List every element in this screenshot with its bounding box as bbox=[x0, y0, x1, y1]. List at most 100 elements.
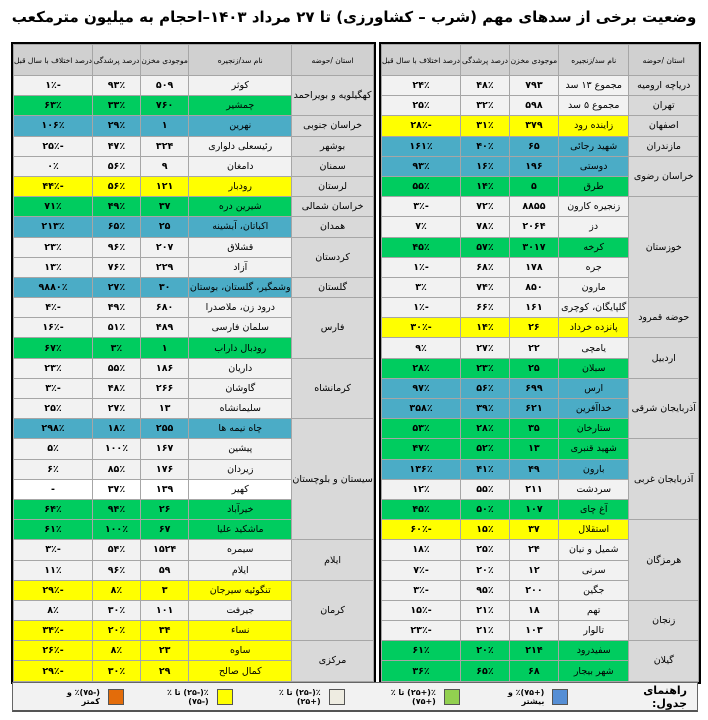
fill-percent-cell: ۶۸٪ bbox=[460, 256, 510, 278]
volume-cell: ۱۲ bbox=[508, 559, 559, 581]
dam-name-cell: پیشین bbox=[188, 438, 293, 460]
volume-cell: ۵ bbox=[508, 175, 559, 198]
column-header: استان /حوضه bbox=[628, 44, 699, 76]
fill-percent-cell: ۵۵٪ bbox=[460, 478, 510, 500]
dam-name-cell: استقلال bbox=[557, 519, 630, 541]
table-row: تالوار ۱۰۳ ۲۱٪ -۲۳٪ bbox=[381, 620, 699, 642]
volume-cell: ۲۶۶ bbox=[139, 377, 190, 400]
table-row: مارون ۸۵۰ ۷۴٪ ۳٪ bbox=[381, 276, 699, 299]
volume-cell: ۱ bbox=[139, 337, 190, 359]
diff-percent-cell: ۱۳۶٪ bbox=[381, 458, 462, 480]
volume-cell: ۱۵۲۴ bbox=[139, 539, 190, 561]
fill-percent-cell: ۵۴٪ bbox=[92, 539, 141, 561]
fill-percent-cell: ۲۷٪ bbox=[92, 276, 141, 299]
column-header: استان /حوضه bbox=[291, 44, 375, 76]
fill-percent-cell: ۱۸٪ bbox=[92, 418, 141, 440]
diff-percent-cell: -۲۵٪ bbox=[13, 135, 93, 157]
legend-item: ٪(+۲۵) تا ٪(+۷۵) bbox=[371, 688, 460, 706]
diff-percent-cell: ۲۹۸٪ bbox=[13, 418, 93, 440]
dam-name-cell: شهید قنبری bbox=[557, 438, 630, 460]
dam-name-cell: ماشکید علیا bbox=[188, 519, 293, 541]
dam-name-cell: بارون bbox=[557, 458, 630, 480]
legend-title: راهنمای جدول: bbox=[643, 683, 687, 710]
fill-percent-cell: ۹۵٪ bbox=[460, 579, 510, 601]
dam-name-cell: شمیل و نیان bbox=[557, 539, 630, 561]
legend-label: ٪(-۲۵) تا ٪(-۷۵) bbox=[166, 687, 209, 706]
dam-name-cell: مارون bbox=[557, 276, 630, 299]
volume-cell: ۲۱۱ bbox=[508, 478, 559, 500]
table-row: دز ۲۰۶۴ ۷۸٪ ۷٪ bbox=[381, 216, 699, 238]
volume-cell: ۱۰۱ bbox=[139, 599, 190, 622]
diff-percent-cell: -۶۰٪ bbox=[381, 519, 462, 541]
diff-percent-cell: -۲۹٪ bbox=[13, 660, 93, 682]
volume-cell: ۶۸ bbox=[508, 660, 559, 682]
volume-cell: ۲۴ bbox=[508, 539, 559, 561]
diff-percent-cell: ۹۸۸۰٪ bbox=[13, 276, 93, 299]
dam-name-cell: سلیمانشاه bbox=[188, 397, 293, 420]
table-row: خراسان رضوی دوستی ۱۹۶ ۱۶٪ ۹۳٪ bbox=[381, 155, 699, 198]
province-cell: زنجان bbox=[628, 599, 699, 642]
dam-name-cell: زاینده رود bbox=[557, 115, 630, 137]
legend: راهنمای جدول: (+۷۵)٪ و بیشتر ٪(+۲۵) تا ٪(… bbox=[12, 682, 698, 712]
volume-cell: ۵۹۸ bbox=[508, 95, 559, 117]
dam-name-cell: پانزده خرداد bbox=[557, 317, 630, 339]
dam-name-cell: سفیدرود bbox=[557, 640, 630, 662]
volume-cell: ۱۹۶ bbox=[508, 155, 559, 177]
fill-percent-cell: ۵۲٪ bbox=[460, 438, 510, 460]
volume-cell: ۱ bbox=[139, 115, 190, 137]
province-cell: خراسان شمالی bbox=[291, 196, 375, 218]
dam-name-cell: آزاد bbox=[188, 256, 293, 278]
header-row: استان /حوضه نام سد/زنجیره موجودی مخزن درصد … bbox=[381, 44, 699, 76]
fill-percent-cell: ۴۰٪ bbox=[460, 135, 510, 157]
table-row: بوشهر رئیسعلی دلواری ۳۲۴ ۴۷٪ -۲۵٪ bbox=[13, 135, 375, 157]
table-row: چمشیر ۷۶۰ ۳۳٪ ۶۳٪ bbox=[13, 95, 374, 117]
dam-name-cell: داریان bbox=[188, 357, 293, 379]
province-cell: کرمانشاه bbox=[291, 357, 375, 420]
legend-label: ٪(-۲۵) تا ٪(+۲۵) bbox=[278, 687, 321, 706]
table-row: خوزستان زنجیره کارون ۸۸۵۵ ۷۲٪ -۳٪ bbox=[381, 196, 699, 299]
table-row: تهران مجموع ۵ سد ۵۹۸ ۳۲٪ ۲۵٪ bbox=[381, 95, 699, 117]
table-row: گلستان وشمگیر، گلستان، بوستان ۳۰ ۲۷٪ ۹۸۸۰٪ bbox=[13, 276, 375, 299]
province-cell: هرمزگان bbox=[628, 519, 699, 601]
province-cell: کرمان bbox=[291, 579, 375, 642]
diff-percent-cell: -۳٪ bbox=[381, 196, 462, 218]
legend-swatch bbox=[216, 688, 233, 705]
dam-name-cell: تهم bbox=[557, 599, 630, 622]
dam-name-cell: وشمگیر، گلستان، بوستان bbox=[188, 276, 293, 299]
fill-percent-cell: ۴۱٪ bbox=[460, 458, 510, 480]
dam-tables: استان /حوضه نام سد/زنجیره موجودی مخزن درصد … bbox=[11, 42, 701, 684]
dam-name-cell: ارس bbox=[557, 377, 630, 400]
diff-percent-cell: ۶۴٪ bbox=[13, 498, 93, 521]
fill-percent-cell: ۸٪ bbox=[92, 640, 141, 662]
dam-name-cell: سرنی bbox=[557, 559, 630, 581]
dam-name-cell: سیمره bbox=[188, 539, 293, 561]
volume-cell: ۲۰۷ bbox=[139, 236, 190, 258]
volume-cell: ۸۵۰ bbox=[508, 276, 559, 299]
fill-percent-cell: ۴۸٪ bbox=[460, 74, 510, 97]
fill-percent-cell: ۹۶٪ bbox=[92, 236, 141, 258]
dam-name-cell: چاه نیمه ها bbox=[188, 418, 293, 440]
volume-cell: ۳۷ bbox=[139, 196, 190, 218]
dam-name-cell: شهید رجائی bbox=[557, 135, 630, 157]
table-row: بارون ۴۹ ۴۱٪ ۱۳۶٪ bbox=[381, 458, 699, 480]
table-row: کهگیلویه و بویراحمد کوثر ۵۰۹ ۹۳٪ -۱٪ bbox=[13, 74, 375, 117]
column-header: نام سد/زنجیره bbox=[188, 44, 293, 76]
table-row: مرکزی ساوه ۲۳ ۸٪ -۲۶٪ bbox=[13, 640, 375, 682]
diff-percent-cell: ۶۱٪ bbox=[13, 519, 93, 541]
province-cell: تهران bbox=[628, 95, 699, 117]
dam-name-cell: کوثر bbox=[188, 74, 293, 97]
table-row: ماشکید علیا ۶۷ ۱۰۰٪ ۶۱٪ bbox=[13, 519, 374, 541]
column-header: نام سد/زنجیره bbox=[557, 44, 630, 76]
province-cell: بوشهر bbox=[291, 135, 375, 157]
volume-cell: ۲۳ bbox=[139, 640, 190, 662]
volume-cell: ۲۵ bbox=[139, 216, 190, 238]
volume-cell: ۲۱۴ bbox=[508, 640, 559, 662]
dam-name-cell: قشلاق bbox=[188, 236, 293, 258]
province-cell: فارس bbox=[291, 297, 375, 359]
table-row: گاوشان ۲۶۶ ۴۸٪ -۳٪ bbox=[13, 377, 374, 400]
diff-percent-cell: -۲۳٪ bbox=[381, 620, 462, 642]
diff-percent-cell: ۵۳٪ bbox=[381, 418, 462, 440]
right-table: استان /حوضه نام سد/زنجیره موجودی مخزن درصد … bbox=[379, 42, 701, 684]
volume-cell: ۵۹ bbox=[139, 559, 190, 581]
table-row: مازندران شهید رجائی ۶۵ ۴۰٪ ۱۶۱٪ bbox=[381, 135, 699, 157]
